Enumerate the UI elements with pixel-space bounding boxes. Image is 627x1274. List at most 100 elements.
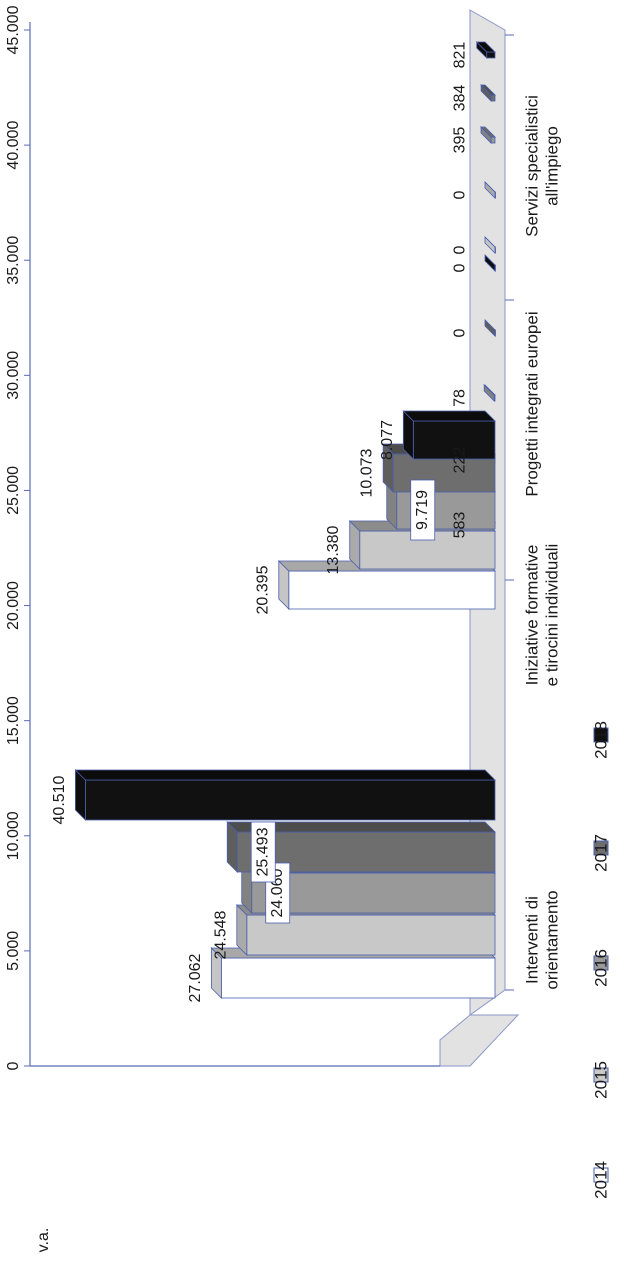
data-label-text: 78 — [452, 389, 469, 407]
bar-side — [74, 769, 496, 781]
bars — [74, 41, 496, 999]
category-label-line1: Servizi specialistici — [523, 95, 542, 237]
value-tick-label: 30.000 — [5, 351, 22, 400]
data-label-text: 395 — [452, 127, 469, 154]
legend-label: 2015 — [592, 1061, 611, 1099]
data-label-text: 222 — [452, 447, 469, 474]
bar — [74, 769, 496, 821]
legend-item: 2017 — [592, 834, 611, 872]
legend-label: 2014 — [592, 1161, 611, 1199]
data-label: 583 — [452, 512, 469, 539]
category-label: Interventi di orientamento — [523, 890, 562, 989]
legend-item: 2016 — [592, 949, 611, 987]
data-label: 8.077 — [379, 420, 396, 460]
data-label: 821 — [452, 42, 469, 69]
category-labels: Interventi di orientamento Iniziative form… — [523, 95, 562, 989]
data-label: 222 — [452, 447, 469, 474]
category-label: Iniziative formative e tirocini individua… — [523, 544, 562, 687]
data-label-text: 13.380 — [325, 525, 342, 574]
bar-side — [226, 821, 496, 833]
bar-front — [486, 51, 496, 59]
data-label-text: 583 — [452, 512, 469, 539]
data-label-text: 9.719 — [414, 490, 431, 530]
bar-side — [402, 410, 496, 422]
value-axis: 0 5.000 10.000 15.000 20.000 25.000 30.000 35.0… — [5, 5, 514, 1252]
bar — [484, 181, 496, 199]
data-label-text: 10.073 — [359, 448, 376, 497]
value-tick-label: 45.000 — [5, 5, 22, 54]
legend-swatch — [593, 1067, 609, 1083]
category-label: Servizi specialistici all'impiego — [523, 95, 562, 237]
bar-side — [484, 181, 496, 193]
value-tick-label: 0 — [5, 1061, 22, 1070]
legend-swatch — [593, 1167, 609, 1183]
bar — [210, 947, 496, 999]
data-label-text: 20.395 — [254, 565, 271, 614]
data-label: 78 — [452, 389, 469, 407]
legend-item: 2015 — [592, 1061, 611, 1099]
bar-front — [490, 136, 496, 144]
category-label: Progetti integrati europei — [523, 311, 542, 496]
legend-swatch — [593, 955, 609, 971]
data-label-text: 0 — [452, 245, 469, 254]
value-tick-label: 40.000 — [5, 121, 22, 170]
data-labels: 27.06220.395583024.54813.380222024.0609.… — [51, 42, 469, 1003]
data-label-text: 24.548 — [212, 910, 229, 959]
value-axis-label: v.a. — [35, 1228, 52, 1253]
data-label: 0 — [452, 190, 469, 199]
value-tick-label: 20.000 — [5, 581, 22, 630]
data-label-text: 0 — [452, 263, 469, 272]
bar-front — [220, 957, 496, 999]
legend: 2014 2015 2016 2017 2018 — [592, 721, 611, 1199]
data-label-text: 384 — [452, 85, 469, 112]
data-label-text: 27.062 — [187, 953, 204, 1002]
category-label-line2: all'impiego — [543, 126, 562, 206]
bar-front — [84, 779, 496, 821]
legend-label: 2018 — [592, 721, 611, 759]
legend-swatch — [593, 727, 609, 743]
bar-front — [490, 94, 496, 102]
bar — [484, 236, 496, 254]
bar-front — [392, 453, 496, 493]
data-label: 9.719 — [410, 479, 436, 541]
data-label-text: 0 — [452, 190, 469, 199]
bar — [483, 384, 496, 402]
data-label: 10.073 — [359, 448, 376, 497]
legend-item: 2018 — [592, 721, 611, 759]
bar — [484, 254, 496, 272]
bar-front — [288, 570, 496, 610]
bar-side — [480, 84, 496, 96]
data-label-box — [410, 479, 436, 541]
data-label: 384 — [452, 85, 469, 112]
legend-item: 2014 — [592, 1161, 611, 1199]
category-label-line1: Interventi di — [523, 896, 542, 984]
data-label-text: 0 — [452, 328, 469, 337]
category-label-line2: orientamento — [543, 890, 562, 989]
value-tick-label: 10.000 — [5, 811, 22, 860]
data-label: 27.062 — [187, 953, 204, 1002]
category-label-line1: Progetti integrati europei — [523, 311, 542, 496]
legend-label: 2017 — [592, 834, 611, 872]
value-tick-label: 15.000 — [5, 696, 22, 745]
bar — [475, 41, 496, 59]
data-label-text: 40.510 — [51, 775, 68, 824]
data-label: 0 — [452, 328, 469, 337]
data-label: 20.395 — [254, 565, 271, 614]
legend-swatch — [593, 840, 609, 856]
bar — [480, 84, 496, 102]
bar — [484, 319, 496, 337]
bar — [402, 410, 496, 460]
value-tick-label: 5.000 — [5, 931, 22, 971]
bar — [480, 126, 496, 144]
category-label-line1: Iniziative formative — [523, 545, 542, 686]
data-label: 13.380 — [325, 525, 342, 574]
value-tick-label: 35.000 — [5, 236, 22, 285]
data-label-text: 821 — [452, 42, 469, 69]
data-label: 0 — [452, 245, 469, 254]
value-tick-label: 25.000 — [5, 466, 22, 515]
data-label-text: 25.493 — [255, 827, 272, 876]
data-label: 24.548 — [212, 910, 229, 959]
data-label-text: 8.077 — [379, 420, 396, 460]
bar-side — [484, 236, 496, 248]
